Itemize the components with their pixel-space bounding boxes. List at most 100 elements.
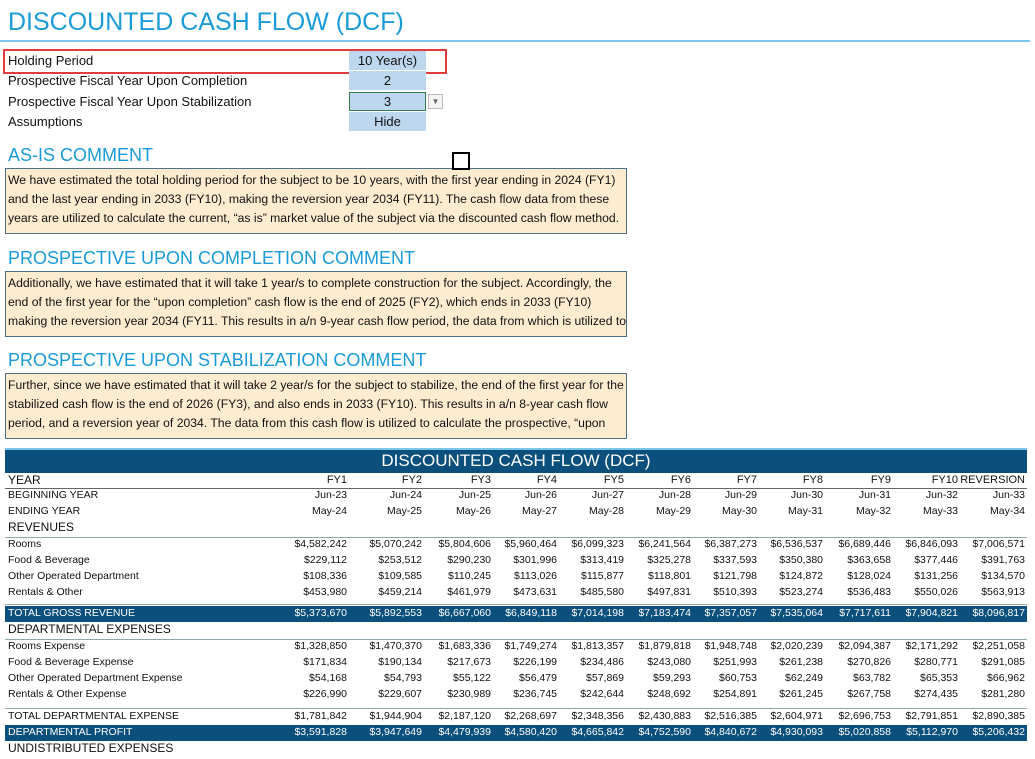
cell: $7,014,198 bbox=[571, 607, 624, 619]
cell: $6,387,273 bbox=[704, 538, 757, 550]
cell: $4,840,672 bbox=[704, 726, 757, 738]
cell: $7,535,064 bbox=[770, 607, 823, 619]
comment-line: stabilized cash flow is the end of 2026 … bbox=[8, 397, 608, 411]
table-title-band bbox=[5, 448, 1027, 473]
cell: Jun-31 bbox=[858, 489, 891, 501]
dropdown-button[interactable]: ▼ bbox=[428, 94, 443, 109]
row-label: DEPARTMENTAL PROFIT bbox=[8, 726, 133, 738]
table-title: DISCOUNTED CASH FLOW (DCF) bbox=[381, 451, 651, 470]
cell: $110,245 bbox=[447, 570, 491, 582]
cell: May-29 bbox=[655, 505, 691, 517]
cell: $217,673 bbox=[447, 656, 491, 668]
cell: May-28 bbox=[588, 505, 624, 517]
cell: $108,336 bbox=[303, 570, 347, 582]
cell: $536,483 bbox=[847, 586, 891, 598]
cell: $5,892,553 bbox=[369, 607, 422, 619]
cell: $1,683,336 bbox=[438, 640, 491, 652]
cell: $550,026 bbox=[914, 586, 958, 598]
cell: Jun-23 bbox=[314, 489, 347, 501]
row-label: Food & Beverage Expense bbox=[8, 656, 134, 668]
cell: $5,020,858 bbox=[838, 726, 891, 738]
cell: $62,249 bbox=[785, 672, 823, 684]
column-header: FY5 bbox=[603, 474, 624, 486]
cell: $254,891 bbox=[713, 688, 757, 700]
section-label: REVENUES bbox=[8, 520, 75, 534]
cell: $226,199 bbox=[513, 656, 557, 668]
cell: $261,238 bbox=[779, 656, 823, 668]
cell: $2,348,356 bbox=[571, 710, 624, 722]
cell: $1,948,748 bbox=[704, 640, 757, 652]
cell: May-30 bbox=[721, 505, 757, 517]
comment-heading: AS-IS COMMENT bbox=[8, 145, 154, 165]
cell: $7,904,821 bbox=[905, 607, 958, 619]
cell: $6,846,093 bbox=[905, 538, 958, 550]
cell: $350,380 bbox=[779, 554, 823, 566]
comment-line: end of the first year for the “upon comp… bbox=[8, 295, 592, 309]
title-rule bbox=[0, 40, 1030, 42]
rule bbox=[5, 537, 1027, 538]
cell: May-26 bbox=[455, 505, 491, 517]
cell: $60,753 bbox=[719, 672, 757, 684]
comment-line: Further, since we have estimated that it… bbox=[8, 378, 624, 392]
cell: Jun-26 bbox=[524, 489, 557, 501]
cell: $313,419 bbox=[580, 554, 624, 566]
cell: $301,996 bbox=[513, 554, 557, 566]
section-label: UNDISTRIBUTED EXPENSES bbox=[8, 741, 174, 755]
cell: $131,256 bbox=[914, 570, 958, 582]
cell: $363,658 bbox=[847, 554, 891, 566]
column-header: FY4 bbox=[536, 474, 557, 486]
cell: $2,171,292 bbox=[905, 640, 958, 652]
cell: May-27 bbox=[521, 505, 557, 517]
cell: $113,026 bbox=[513, 570, 557, 582]
column-header: FY10 bbox=[931, 474, 958, 486]
cell: $5,112,970 bbox=[906, 726, 958, 738]
cell: May-25 bbox=[386, 505, 422, 517]
setting-value[interactable]: 2 bbox=[349, 71, 426, 90]
cell: $459,214 bbox=[378, 586, 422, 598]
row-band bbox=[5, 725, 1027, 741]
cell: $485,580 bbox=[580, 586, 624, 598]
comment-box bbox=[5, 271, 627, 337]
page-title: DISCOUNTED CASH FLOW (DCF) bbox=[8, 8, 404, 36]
cell: $253,512 bbox=[378, 554, 422, 566]
cell: $8,096,817 bbox=[972, 607, 1025, 619]
cell: $226,990 bbox=[303, 688, 347, 700]
cell: $3,947,649 bbox=[369, 726, 422, 738]
setting-value[interactable]: Hide bbox=[349, 112, 426, 131]
cell: Jun-25 bbox=[458, 489, 491, 501]
setting-value[interactable]: 3 bbox=[349, 92, 426, 111]
column-header: YEAR bbox=[8, 473, 41, 487]
row-label: BEGINNING YEAR bbox=[8, 489, 99, 501]
setting-value[interactable]: 10 Year(s) bbox=[349, 51, 426, 70]
cell: $4,930,093 bbox=[770, 726, 823, 738]
cell: $6,689,446 bbox=[838, 538, 891, 550]
setting-label: Assumptions bbox=[8, 114, 83, 129]
cell: $6,241,564 bbox=[638, 538, 691, 550]
cell: $2,094,387 bbox=[838, 640, 891, 652]
cell: $229,607 bbox=[378, 688, 422, 700]
cell: $2,251,058 bbox=[972, 640, 1025, 652]
cell: $377,446 bbox=[914, 554, 958, 566]
row-band bbox=[5, 606, 1027, 622]
cell: $6,099,323 bbox=[571, 538, 624, 550]
cell: $3,591,828 bbox=[294, 726, 347, 738]
column-header: FY3 bbox=[470, 474, 491, 486]
cell: $4,580,420 bbox=[504, 726, 557, 738]
comment-line: We have estimated the total holding peri… bbox=[8, 173, 616, 187]
section-label: DEPARTMENTAL EXPENSES bbox=[8, 622, 171, 636]
cell: $563,913 bbox=[981, 586, 1025, 598]
cell: $2,696,753 bbox=[838, 710, 891, 722]
cursor bbox=[452, 152, 470, 170]
cell: Jun-27 bbox=[591, 489, 624, 501]
cell: $7,006,571 bbox=[972, 538, 1025, 550]
cell: $4,752,590 bbox=[638, 726, 691, 738]
rule bbox=[5, 708, 1027, 709]
cell: $261,245 bbox=[779, 688, 823, 700]
cell: May-31 bbox=[787, 505, 823, 517]
comment-line: Additionally, we have estimated that it … bbox=[8, 276, 612, 290]
cell: $291,085 bbox=[981, 656, 1025, 668]
cell: $243,080 bbox=[647, 656, 691, 668]
cell: $281,280 bbox=[981, 688, 1025, 700]
comment-heading: PROSPECTIVE UPON COMPLETION COMMENT bbox=[8, 248, 416, 268]
cell: $274,435 bbox=[914, 688, 958, 700]
